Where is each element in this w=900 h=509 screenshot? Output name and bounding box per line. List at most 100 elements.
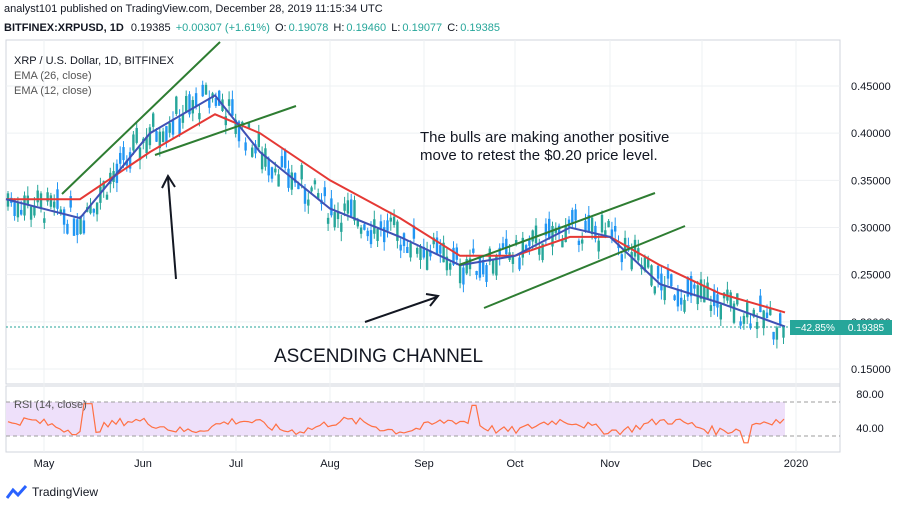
candle-body: [72, 218, 76, 236]
candle-body: [188, 94, 191, 115]
candle-body: [689, 275, 693, 297]
candle-body: [538, 247, 541, 255]
candle-body: [742, 315, 746, 324]
candle-body: [604, 230, 607, 236]
candle-body: [528, 240, 531, 246]
candle-body: [498, 247, 501, 257]
candle-body: [534, 225, 538, 244]
candle-body: [765, 312, 769, 319]
candle-body: [125, 160, 128, 166]
candle-body: [541, 243, 544, 261]
candle-body: [630, 252, 633, 270]
candle-body: [607, 220, 610, 228]
candle-body: [13, 198, 16, 217]
candle-body: [485, 265, 488, 282]
symbol-ohlc-bar: BITFINEX:XRPUSD, 1D 0.19385 +0.00307 (+1…: [4, 22, 500, 34]
candle-body: [76, 219, 79, 236]
y-tick-label: 0.45000: [851, 81, 891, 93]
candle-body: [452, 247, 455, 265]
candle-body: [168, 123, 171, 133]
y-tick-label: 0.15000: [851, 364, 891, 376]
candle-body: [571, 210, 574, 223]
candle-body: [670, 274, 673, 287]
candle-body: [729, 292, 732, 307]
y-tick-label: 0.40000: [851, 128, 891, 140]
high-value: 0.19460: [346, 22, 387, 34]
publish-info: analyst101 published on TradingView.com,…: [4, 3, 383, 15]
candle-body: [198, 113, 201, 120]
ema26-line: [6, 113, 786, 314]
candle-body: [251, 147, 254, 157]
y-tick-label: 0.30000: [851, 223, 891, 235]
candle-body: [713, 289, 716, 307]
candle-body: [280, 156, 284, 168]
x-tick-label: Aug: [320, 458, 340, 470]
candle-body: [633, 239, 637, 257]
candle-body: [132, 134, 135, 151]
x-tick-label: May: [34, 458, 55, 470]
candle-body: [706, 282, 709, 299]
candle-body: [495, 255, 498, 276]
candle-body: [772, 331, 775, 340]
candle-body: [548, 218, 551, 238]
candle-body: [406, 246, 409, 254]
candle-body: [442, 242, 445, 263]
ema12-line: [5, 94, 786, 328]
candle-body: [587, 215, 590, 232]
candle-body: [462, 267, 465, 285]
candle-body: [752, 309, 755, 317]
candle-body: [181, 113, 185, 123]
candle-body: [779, 313, 782, 325]
candle-body: [307, 199, 310, 206]
candle-body: [155, 131, 158, 142]
candle-body: [16, 202, 20, 218]
candle-body: [660, 273, 663, 291]
candle-body: [119, 152, 122, 164]
price-change: +0.00307 (+1.61%): [175, 22, 270, 34]
candle-body: [171, 120, 175, 135]
candle-body: [422, 246, 425, 258]
candle-body: [439, 245, 442, 254]
candle-body: [614, 225, 617, 232]
candle-body: [293, 173, 297, 183]
tradingview-logo[interactable]: TradingView: [6, 484, 98, 500]
candle-body: [676, 289, 680, 307]
channel-upper-2: [458, 192, 656, 266]
candle-body: [29, 206, 33, 220]
candle-body: [214, 98, 218, 106]
candle-body: [300, 165, 303, 180]
candle-body: [208, 98, 211, 108]
candle-body: [610, 229, 614, 238]
candle-body: [581, 239, 584, 244]
x-tick-label: Dec: [692, 458, 712, 470]
candle-body: [122, 147, 125, 161]
channel-upper-1: [61, 41, 221, 195]
candle-body: [277, 174, 280, 187]
candle-body: [138, 147, 142, 161]
candle-body: [396, 221, 399, 241]
candle-body: [544, 223, 548, 236]
candle-body: [323, 187, 326, 197]
candle-body: [505, 238, 508, 255]
candle-body: [297, 183, 300, 190]
candle-body: [290, 172, 293, 190]
annotation-line1: The bulls are making another positive: [420, 129, 670, 146]
candle-body: [416, 247, 419, 254]
price-pane-border: [5, 39, 841, 385]
y-tick-label: 0.35000: [851, 175, 891, 187]
candle-body: [346, 200, 350, 214]
rsi-level-lo: 40.00: [856, 423, 884, 435]
x-tick-label: Nov: [600, 458, 620, 470]
candle-body: [353, 200, 356, 221]
candle-body: [363, 224, 366, 230]
candle-body: [284, 150, 287, 168]
candle-body: [89, 205, 92, 214]
candle-body: [458, 265, 462, 284]
channel-label: ASCENDING CHANNEL: [274, 346, 484, 367]
candle-body: [521, 237, 524, 258]
candle-body: [33, 205, 36, 216]
candle-body: [620, 254, 623, 263]
candle-body: [590, 217, 594, 235]
candle-body: [399, 244, 402, 251]
